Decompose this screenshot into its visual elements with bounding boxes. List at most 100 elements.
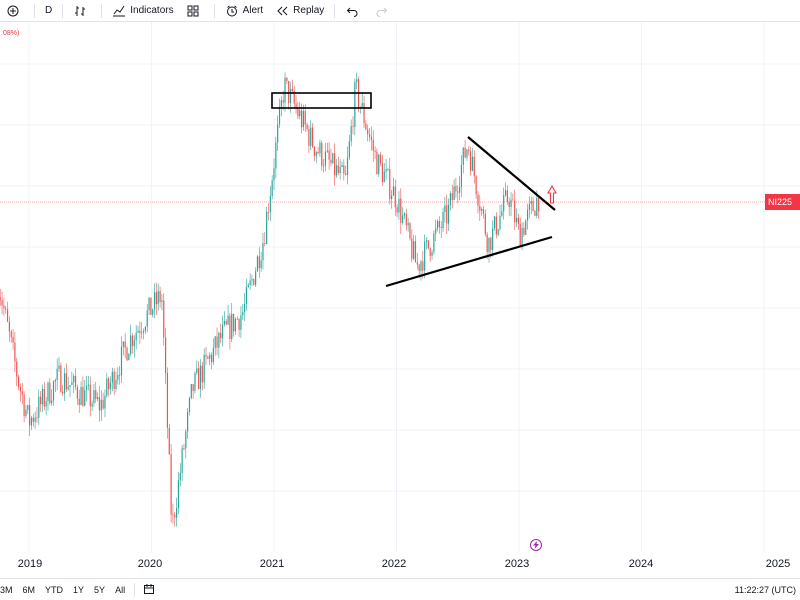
candle-body (223, 320, 225, 325)
candle-body (493, 216, 496, 229)
candle-body (479, 205, 481, 211)
candle-body (424, 241, 426, 271)
chart-pane[interactable] (0, 22, 800, 552)
candle-body (192, 384, 194, 391)
top-toolbar: D Indicators Alert Replay (0, 0, 800, 22)
candle-body (501, 211, 503, 216)
candle-body (300, 110, 303, 128)
candle-body (196, 368, 198, 374)
candle-body (157, 291, 159, 305)
candle-body (262, 243, 264, 261)
candle-body (418, 264, 420, 272)
candle-body (284, 77, 286, 103)
candle-body (370, 136, 372, 140)
candle-body (78, 398, 80, 406)
candle-body (468, 149, 470, 152)
candle-body (365, 123, 367, 130)
candle-body (256, 256, 259, 272)
bar-style-button[interactable] (67, 0, 97, 22)
replay-button[interactable]: Replay (269, 0, 330, 22)
candle-body (12, 336, 14, 343)
candle-body (14, 342, 16, 362)
add-symbol-button[interactable] (0, 0, 30, 22)
candle-body (517, 217, 519, 224)
candle-body (130, 335, 132, 355)
candle-body (6, 309, 9, 322)
breakout-arrow-icon (547, 184, 557, 204)
candle-body (36, 417, 38, 419)
candle-body (210, 354, 213, 363)
candle-body (486, 234, 488, 253)
candle-body (385, 169, 387, 172)
candle-body (306, 124, 308, 130)
candle-body (328, 150, 330, 160)
candle-body (67, 386, 69, 390)
flash-event-icon[interactable] (530, 539, 542, 551)
toolbar-divider (101, 3, 103, 18)
candle-body (381, 163, 384, 183)
candle-body (387, 168, 389, 170)
alert-button[interactable]: Alert (219, 0, 270, 22)
candle-body (120, 346, 123, 376)
undo-button[interactable] (339, 0, 369, 22)
candle-body (536, 198, 538, 216)
range-all-button[interactable]: All (115, 584, 126, 595)
templates-button[interactable] (180, 0, 210, 22)
candle-body (400, 198, 402, 223)
candle-body (148, 297, 150, 311)
candle-body (282, 100, 284, 103)
candle-body (453, 186, 455, 200)
candle-body (47, 382, 49, 402)
candle-body (194, 373, 196, 391)
candle-body (372, 139, 374, 151)
candle-body (258, 256, 260, 269)
candle-body (396, 207, 398, 213)
candle-body (337, 165, 339, 173)
candle-body (170, 454, 172, 515)
candle-body (488, 237, 490, 253)
goto-date-button[interactable] (139, 583, 159, 596)
candle-body (155, 292, 157, 305)
candle-body (455, 186, 457, 192)
candle-body (137, 330, 139, 333)
redo-button[interactable] (369, 0, 399, 22)
indicators-button[interactable]: Indicators (106, 0, 179, 22)
candle-body (27, 405, 29, 410)
candle-body (115, 379, 117, 390)
candle-body (264, 243, 266, 244)
candle-body (98, 397, 101, 411)
range-5y-button[interactable]: 5Y (94, 584, 106, 595)
range-6m-button[interactable]: 6M (22, 584, 36, 595)
candle-body (475, 176, 477, 195)
candle-body (334, 153, 336, 176)
range-1y-button[interactable]: 1Y (73, 584, 85, 595)
time-axis[interactable]: 2019 2020 2021 2022 2023 2024 2025 (0, 552, 800, 578)
candle-body (273, 168, 275, 181)
candle-body (515, 217, 518, 223)
candle-body (438, 221, 440, 228)
candle-body (51, 400, 53, 404)
candle-body (363, 103, 365, 124)
candle-body (126, 347, 128, 361)
candle-body (308, 129, 310, 146)
candle-body (504, 190, 507, 196)
interval-button[interactable]: D (39, 0, 58, 22)
candle-body (304, 111, 306, 125)
candle-body (471, 156, 474, 171)
templates-icon (186, 4, 200, 18)
candle-body (221, 324, 224, 339)
candle-body (332, 153, 334, 164)
candle-body (288, 80, 290, 104)
x-tick-label: 2019 (17, 558, 43, 570)
candle-body (225, 320, 227, 325)
candle-body (38, 396, 40, 418)
candle-body (492, 228, 494, 251)
candle-body (435, 228, 437, 234)
range-ytd-button[interactable]: YTD (45, 584, 64, 595)
toolbar-divider (34, 3, 35, 18)
candle-body (319, 142, 321, 154)
redo-icon (375, 4, 389, 18)
candle-body (484, 213, 486, 235)
candle-body (85, 385, 88, 391)
range-3m-button[interactable]: 3M (0, 584, 13, 595)
